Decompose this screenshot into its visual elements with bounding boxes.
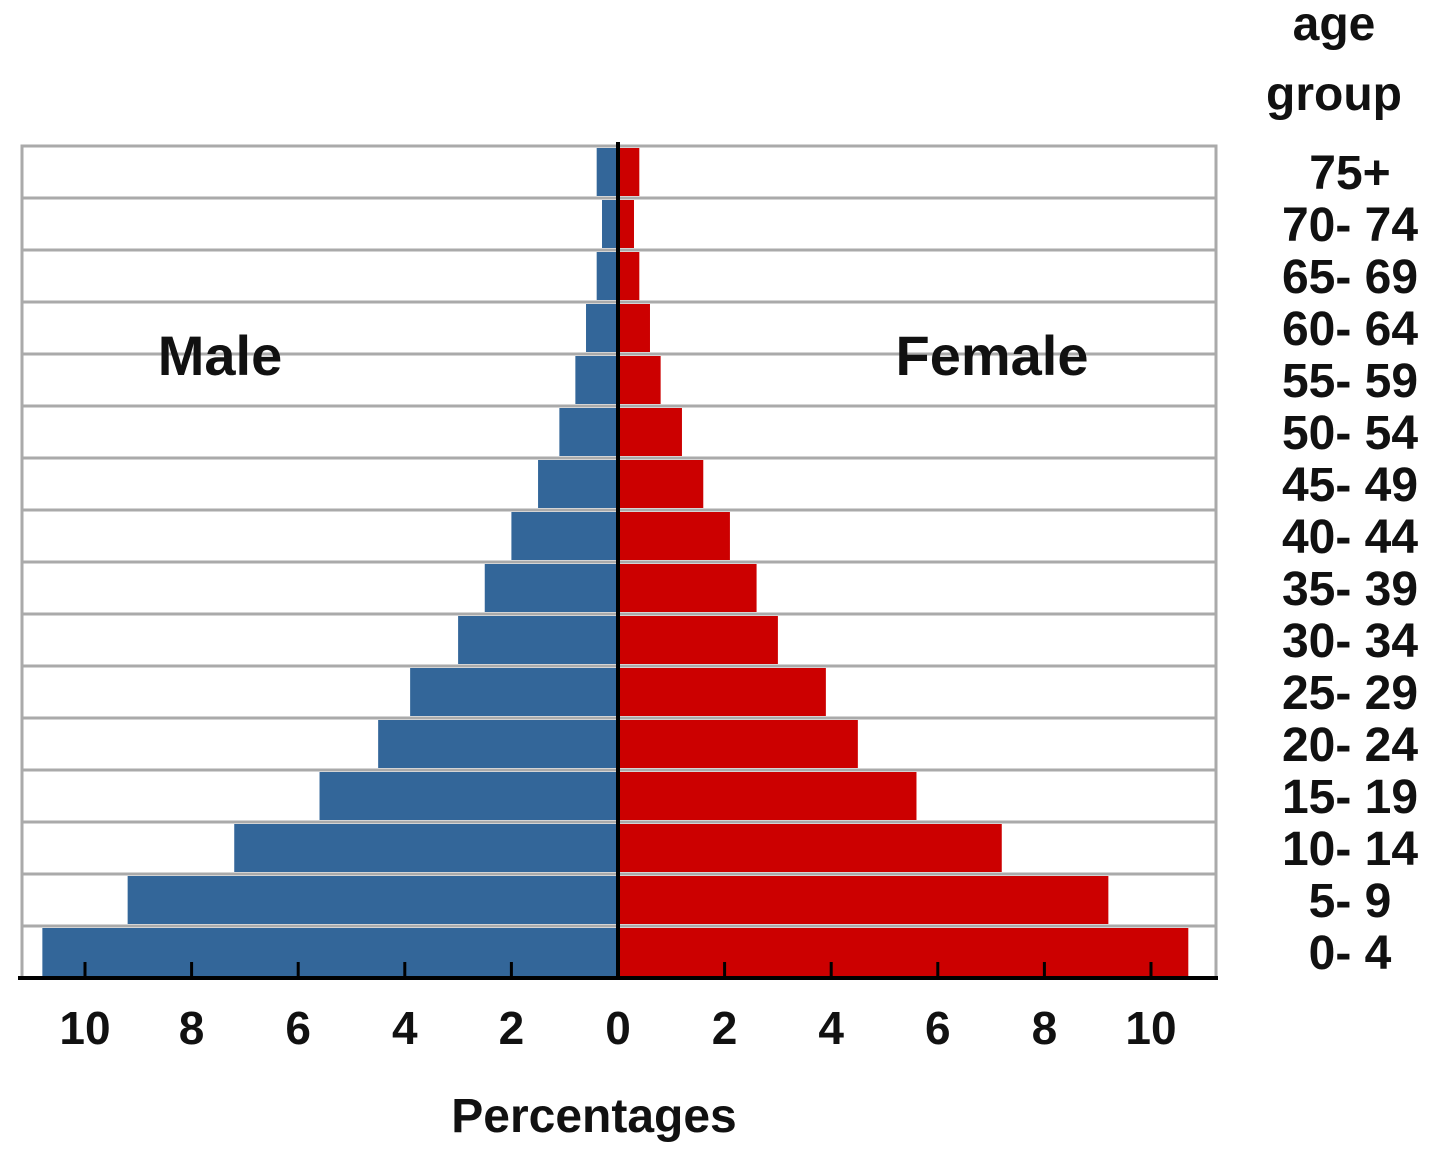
x-tick-label: 8 <box>179 1002 205 1054</box>
bar-female-0-4 <box>618 928 1189 976</box>
age-group-title-line-1: age <box>1293 0 1376 51</box>
age-group-label: 35- 39 <box>1282 563 1418 616</box>
bar-female-20-24 <box>618 720 858 768</box>
legend-male-label: Male <box>158 324 283 387</box>
x-tick-label: 8 <box>1032 1002 1058 1054</box>
bar-male-65-69 <box>596 252 618 300</box>
bar-male-75+ <box>596 148 618 196</box>
age-group-label: 70- 74 <box>1282 199 1418 252</box>
bar-male-25-29 <box>410 668 618 716</box>
bar-female-10-14 <box>618 824 1002 872</box>
bar-male-15-19 <box>319 772 618 820</box>
bar-male-0-4 <box>42 928 619 976</box>
age-group-label: 0- 4 <box>1309 927 1392 980</box>
bar-male-5-9 <box>127 876 618 924</box>
bar-male-50-54 <box>559 408 618 456</box>
age-group-label: 65- 69 <box>1282 251 1418 304</box>
legend-female-label: Female <box>896 324 1089 387</box>
bar-male-60-64 <box>586 304 618 352</box>
age-group-label: 40- 44 <box>1282 511 1418 564</box>
bar-female-45-49 <box>618 460 704 508</box>
bar-female-70-74 <box>618 200 634 248</box>
bar-male-70-74 <box>602 200 618 248</box>
x-axis-label: Percentages <box>451 1090 737 1143</box>
age-group-label: 75+ <box>1309 147 1390 200</box>
bar-male-20-24 <box>378 720 618 768</box>
age-group-label: 50- 54 <box>1282 407 1418 460</box>
x-tick-label: 0 <box>605 1002 631 1054</box>
x-tick-label: 4 <box>392 1002 418 1054</box>
age-group-title-line-2: group <box>1266 68 1402 121</box>
x-tick-label: 2 <box>499 1002 525 1054</box>
age-group-label: 25- 29 <box>1282 667 1418 720</box>
x-tick-label: 10 <box>59 1002 110 1054</box>
bar-male-35-39 <box>484 564 618 612</box>
age-group-label: 20- 24 <box>1282 719 1418 772</box>
bar-female-65-69 <box>618 252 640 300</box>
bar-male-55-59 <box>575 356 618 404</box>
bar-female-40-44 <box>618 512 730 560</box>
x-tick-label: 2 <box>712 1002 738 1054</box>
age-group-label: 45- 49 <box>1282 459 1418 512</box>
bar-female-55-59 <box>618 356 661 404</box>
age-group-label: 5- 9 <box>1309 875 1392 928</box>
bar-female-25-29 <box>618 668 826 716</box>
age-group-label: 55- 59 <box>1282 355 1418 408</box>
age-group-label: 60- 64 <box>1282 303 1418 356</box>
bar-female-75+ <box>618 148 640 196</box>
x-tick-label: 10 <box>1125 1002 1176 1054</box>
x-tick-label: 4 <box>818 1002 844 1054</box>
bar-female-15-19 <box>618 772 917 820</box>
bars <box>42 148 1189 976</box>
bar-female-60-64 <box>618 304 650 352</box>
bar-male-45-49 <box>538 460 618 508</box>
bar-female-35-39 <box>618 564 757 612</box>
bar-female-5-9 <box>618 876 1109 924</box>
age-group-label: 15- 19 <box>1282 771 1418 824</box>
x-tick-label: 6 <box>285 1002 311 1054</box>
age-group-label: 30- 34 <box>1282 615 1418 668</box>
bar-female-50-54 <box>618 408 682 456</box>
age-group-label: 10- 14 <box>1282 823 1418 876</box>
axes <box>18 142 1218 980</box>
bar-male-30-34 <box>458 616 618 664</box>
x-tick-label: 6 <box>925 1002 951 1054</box>
bar-female-30-34 <box>618 616 778 664</box>
bar-male-40-44 <box>511 512 618 560</box>
bar-male-10-14 <box>234 824 619 872</box>
